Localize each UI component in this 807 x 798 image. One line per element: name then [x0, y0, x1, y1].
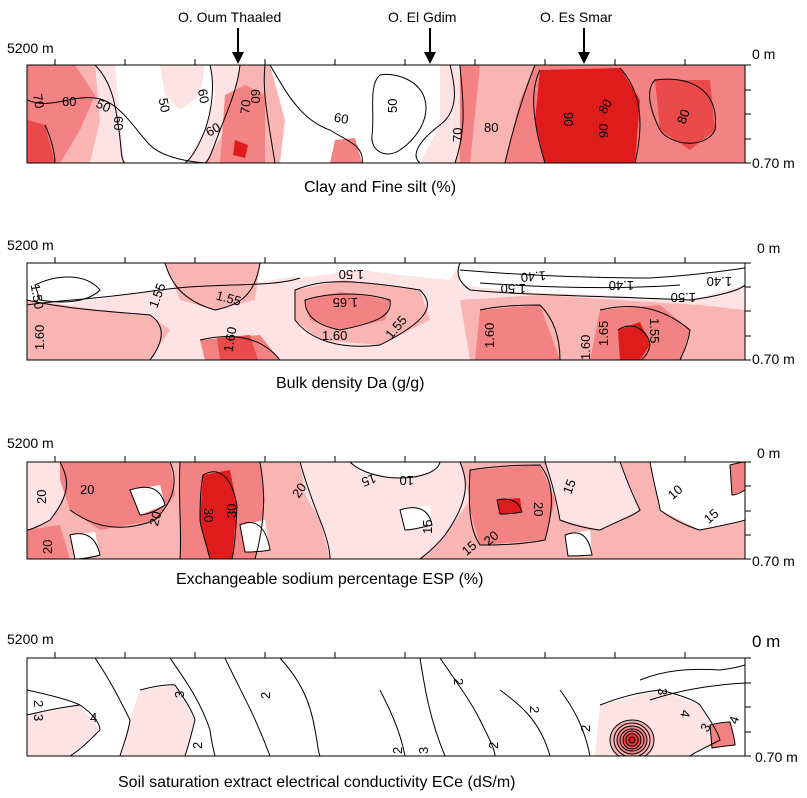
- clay-contour-label: 90: [596, 124, 611, 138]
- ece-contour-label: 4: [90, 710, 97, 725]
- esp-zone-20-far: [730, 462, 745, 495]
- clay-contour-label: 90: [561, 112, 576, 126]
- esp-contour-label: 20: [34, 490, 49, 504]
- da-contour-label: 1.50: [339, 267, 364, 282]
- ece-hotspot: [610, 720, 654, 760]
- clay-contour-label: 80: [484, 120, 498, 135]
- da-contour-label: 1.65: [596, 321, 611, 346]
- ece-contour-label: 2: [527, 706, 542, 713]
- da-contour-label: 1.55: [647, 318, 662, 343]
- ece-contour-label: 2: [31, 700, 46, 707]
- esp-contour-label: 15: [420, 520, 435, 534]
- ece-contour-label: 2: [258, 692, 273, 699]
- ece-contour-label: 2: [451, 678, 466, 685]
- clay-contour-label: 50: [385, 99, 400, 113]
- ece-contour-label: 3: [172, 691, 187, 698]
- da-contour-label: 1.60: [578, 335, 593, 360]
- wadi-arrow-el-gdim: [424, 28, 436, 64]
- panel-esp: [27, 462, 745, 559]
- clay-contour-label: 60: [333, 110, 350, 127]
- wadi-arrow-oum-thaaled: [232, 28, 244, 64]
- esp-contour-label: 10: [400, 473, 414, 488]
- da-contour-label: 1.40: [707, 274, 732, 289]
- clay-contour-label: 70: [450, 128, 465, 142]
- panel-clay-fine-silt: [27, 65, 745, 163]
- da-contour-label: 1.60: [482, 323, 497, 348]
- ece-contour-label: 2: [486, 742, 501, 749]
- da-contour-label: 1.50: [671, 290, 696, 305]
- panel-bulk-density: [27, 263, 745, 360]
- esp-contour-label: 20: [80, 482, 94, 497]
- clay-contour-label: 60: [111, 116, 126, 130]
- panel-ece: [27, 658, 745, 760]
- esp-contour-label: 20: [531, 502, 546, 516]
- clay-zone-50b: [270, 65, 455, 163]
- da-contour-label: 1.50: [501, 281, 526, 296]
- ece-contour-label: 3: [31, 714, 46, 721]
- esp-contour-label: 30: [201, 508, 216, 522]
- clay-contour-label: 60: [62, 94, 76, 109]
- esp-contour-label: 30: [224, 504, 239, 518]
- esp-zone-25-right: [497, 498, 522, 514]
- clay-contour-label: 60: [195, 88, 212, 105]
- clay-contour-label: 50: [156, 97, 173, 114]
- da-contour-label: 1.60: [322, 328, 347, 343]
- clay-contour-label: 70: [30, 93, 47, 110]
- ece-contour-label: 2: [390, 747, 405, 754]
- esp-contour-label: 20: [40, 540, 55, 554]
- ece-contour-label: 3: [655, 688, 670, 695]
- da-contour-label: 1.60: [32, 325, 47, 350]
- wadi-arrow-es-smar: [578, 28, 590, 64]
- ece-contour-label: 3: [416, 747, 431, 754]
- da-contour-label: 1.40: [609, 278, 634, 293]
- da-contour-label: 1.65: [333, 295, 358, 310]
- ece-contour-label: 2: [190, 742, 205, 749]
- clay-zone-90: [535, 68, 640, 163]
- ece-contour-label: 2: [578, 725, 593, 732]
- clay-contour-label: 60: [248, 89, 263, 103]
